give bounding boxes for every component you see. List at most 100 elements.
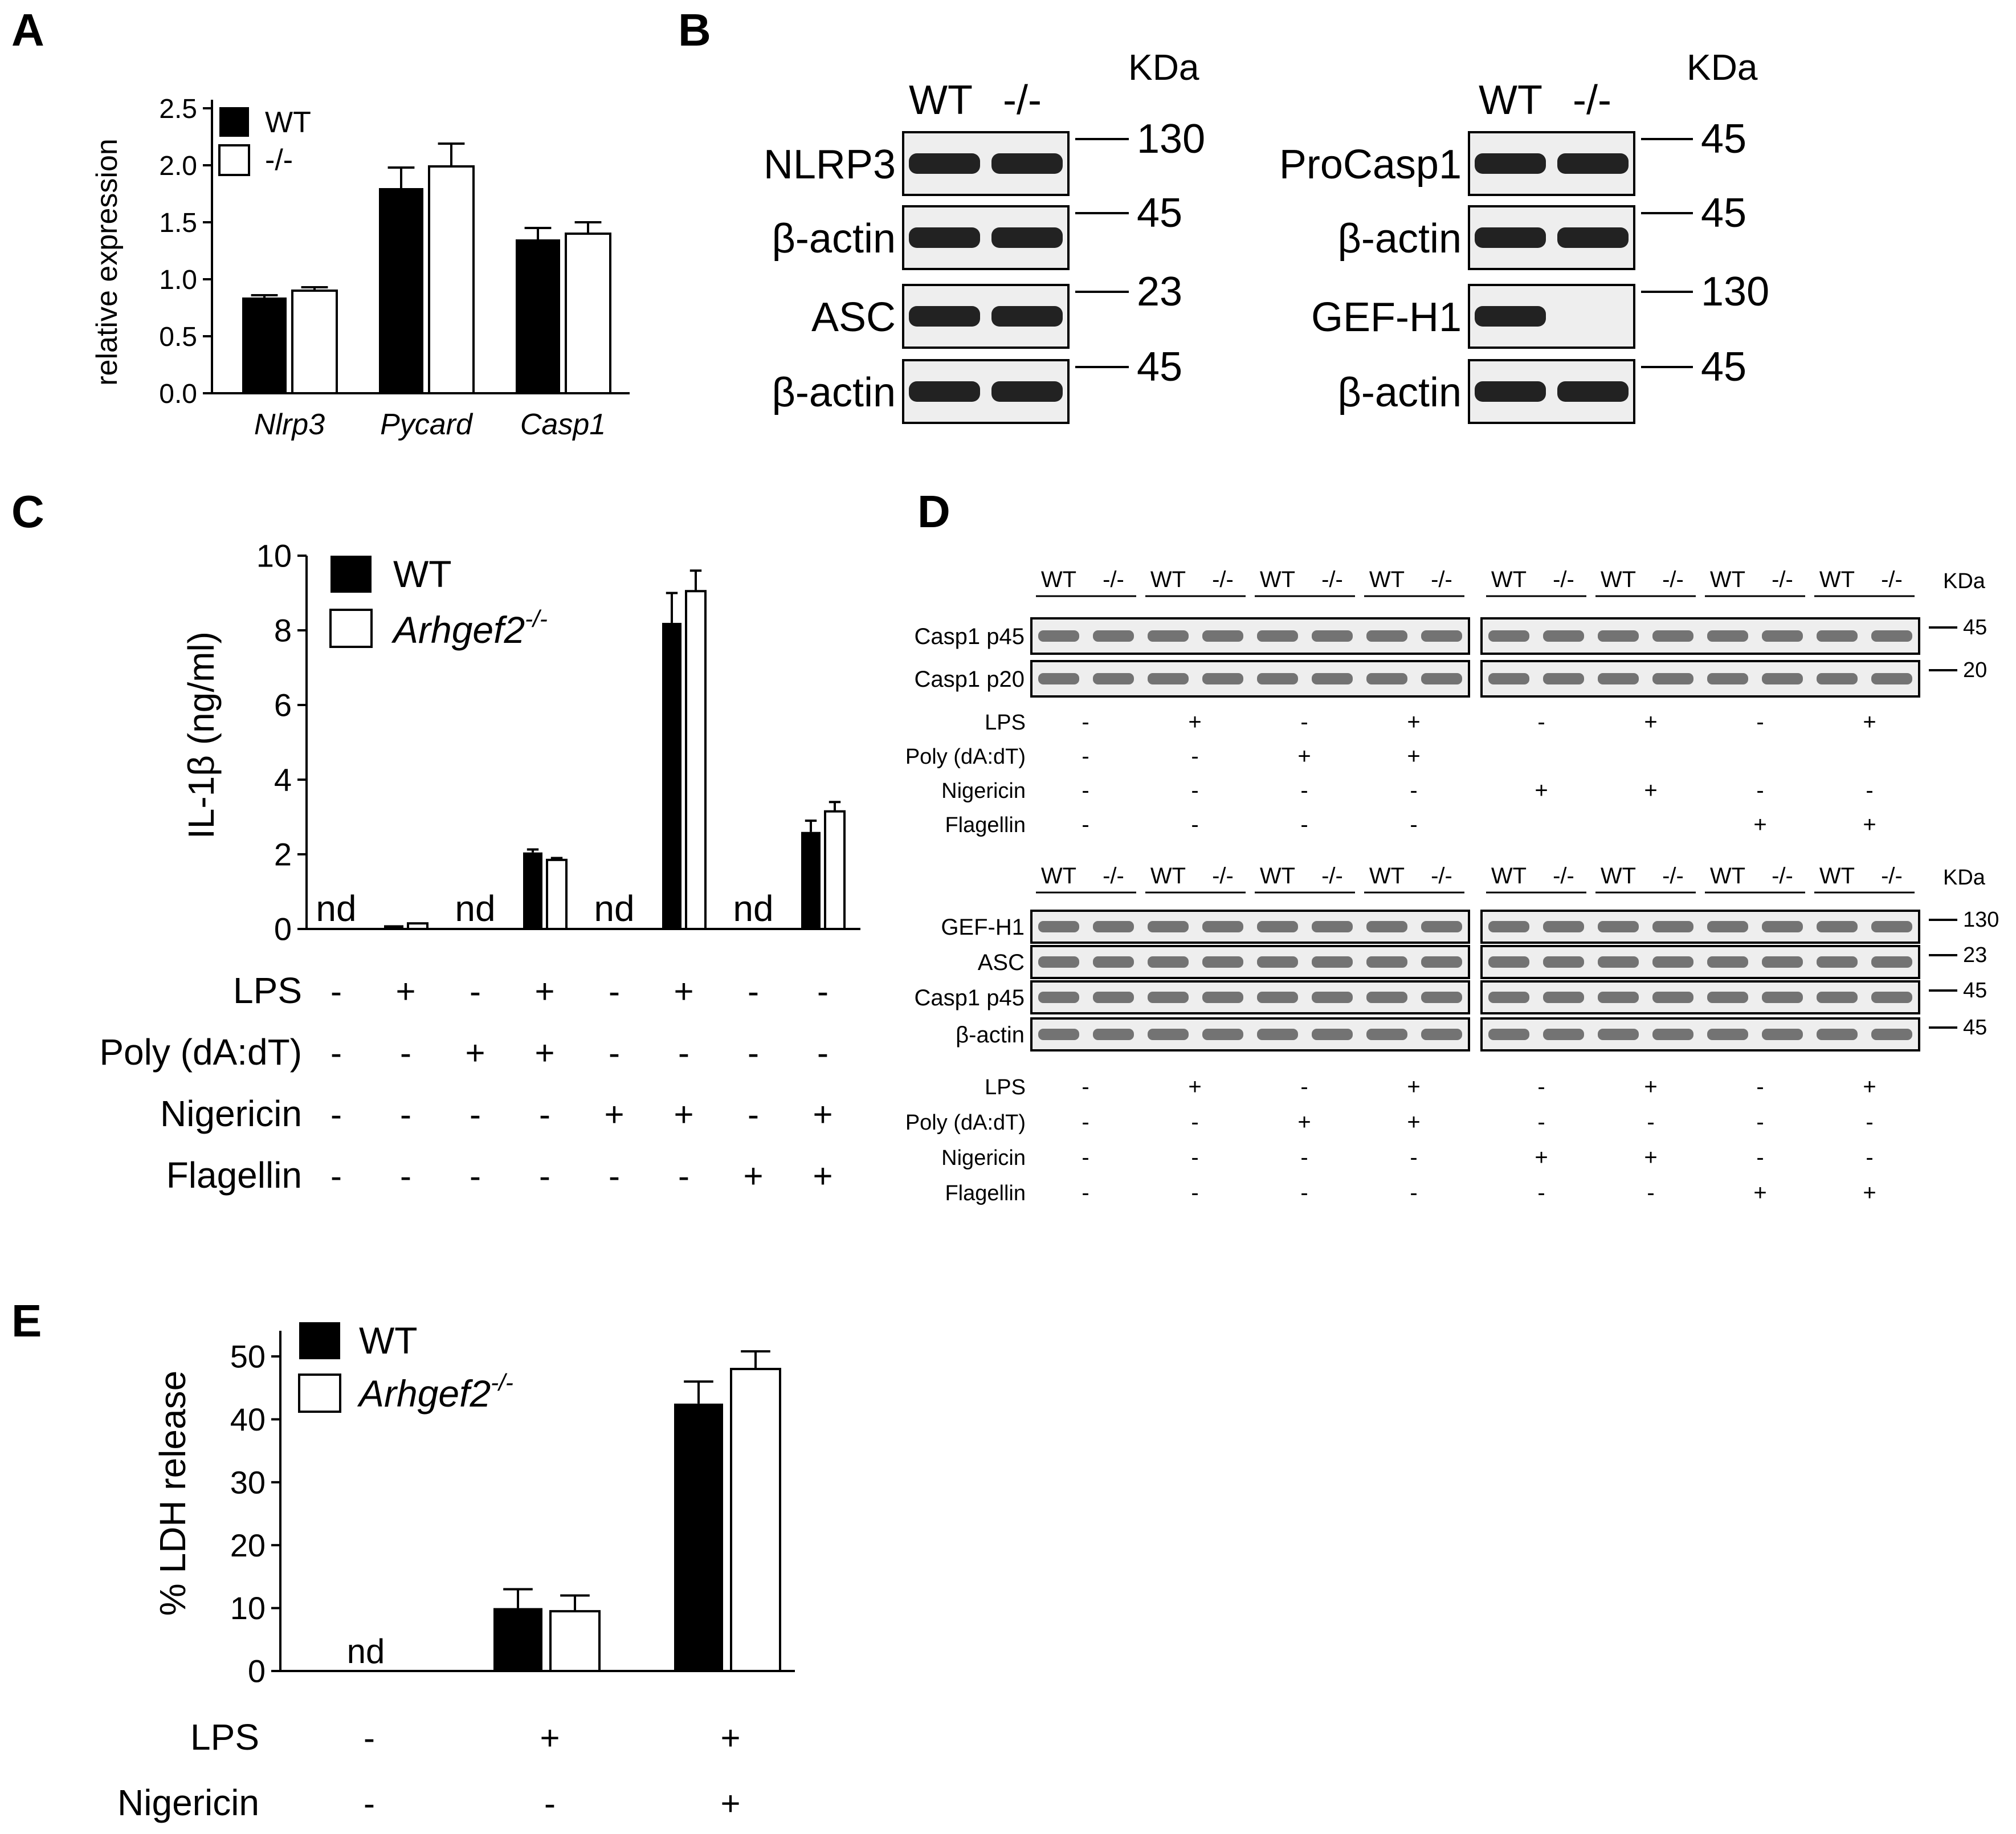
blot-d-treatment-sign: -	[1300, 1180, 1308, 1205]
blot-b-right-band	[1557, 227, 1629, 248]
blot-d-band	[1202, 673, 1243, 684]
panel-e-ytick-label: 0	[248, 1653, 266, 1689]
blot-d-band	[1148, 673, 1189, 684]
panel-a-ytick-label: 0.5	[159, 322, 197, 352]
blot-d-treatment-sign: -	[1537, 710, 1545, 735]
blot-d-lane-ko: -/-	[1772, 567, 1793, 592]
blot-d-treatment-sign: -	[1647, 1180, 1654, 1205]
panel-e-legend-ko-sup: -/-	[491, 1369, 513, 1396]
panel-b: B KDa WT -/- NLRP3 130 β-actin 45 ASC 23 β-act…	[678, 5, 1769, 424]
panel-e-ylabel: % LDH release	[152, 1371, 193, 1616]
blot-d-treatment-sign: -	[1756, 778, 1764, 803]
blot-d-band	[1543, 992, 1584, 1003]
panel-c-letter: C	[11, 486, 44, 537]
blot-d-band	[1093, 630, 1134, 642]
panel-c-treatment-sign: +	[534, 1034, 554, 1072]
blot-d-band	[1257, 630, 1298, 642]
blot-d-treatment-name: LPS	[985, 711, 1026, 735]
panel-c-ytick-label: 6	[274, 687, 292, 723]
blot-d-band	[1312, 673, 1353, 684]
panel-c-treatment-sign: +	[465, 1034, 485, 1072]
panel-c-treatment-sign: -	[470, 1157, 481, 1195]
blot-d-treatment-sign: -	[1082, 812, 1089, 837]
blot-b-left-band	[991, 153, 1063, 174]
blot-d-mw-label: 45	[1963, 616, 1987, 639]
blot-d-lane-wt: WT	[1369, 863, 1405, 889]
blot-d-treatment-sign: +	[1753, 812, 1766, 837]
blot-d-band	[1543, 673, 1584, 684]
blot-b-left-band	[909, 306, 980, 327]
blot-b-left-mw-label: 23	[1137, 269, 1182, 315]
blot-d-band	[1543, 956, 1584, 968]
blot-d-band	[1202, 921, 1243, 932]
blot-d-band	[1871, 673, 1912, 684]
blot-d-band	[1257, 956, 1298, 968]
blot-d-treatment-sign: -	[1537, 1180, 1545, 1205]
blot-d-band	[1652, 1029, 1693, 1040]
blot-d-treatment-sign: -	[1866, 1110, 1873, 1135]
panel-c-bar-ko	[824, 810, 846, 931]
blot-d-mw-label: 130	[1963, 908, 1999, 932]
blot-d-band	[1093, 673, 1134, 684]
panel-c-treatment-sign: -	[817, 1034, 829, 1072]
panel-e-letter: E	[11, 1295, 42, 1346]
blot-b-right-band	[1475, 227, 1546, 248]
blot-d-band	[1421, 992, 1462, 1003]
blot-d-treatment-sign: +	[1753, 1180, 1766, 1205]
panel-e-legend-ko: Arhgef2-/-	[357, 1369, 513, 1415]
blot-d-band	[1312, 992, 1353, 1003]
blot-d-mw-label: 45	[1963, 1016, 1987, 1040]
blot-d-band	[1421, 956, 1462, 968]
blot-d-lane-wt: WT	[1710, 567, 1745, 592]
blot-d-kda: KDa	[1943, 569, 1986, 593]
panel-a-bar-ko	[565, 233, 611, 394]
blot-b-right-row-label: β-actin	[1338, 216, 1462, 262]
panel-c-treatment-sign: -	[609, 972, 620, 1010]
panel-c-legend-ko: Arhgef2-/-	[391, 605, 548, 651]
panel-c-ylabel: IL-1β (ng/ml)	[181, 631, 222, 839]
blot-d-treatment-sign: -	[1537, 1110, 1545, 1135]
panel-c-nd-label: nd	[316, 888, 356, 929]
blot-d-band	[1652, 992, 1693, 1003]
blot-d-treatment-sign: -	[1410, 1145, 1417, 1170]
blot-d-band	[1817, 956, 1858, 968]
blot-b-right-row-label: ProCasp1	[1279, 142, 1462, 188]
blot-d-band	[1488, 992, 1529, 1003]
blot-d-band	[1598, 630, 1639, 642]
blot-d-lane-ko: -/-	[1103, 863, 1124, 889]
panel-c-treatment-sign: -	[330, 1034, 342, 1072]
blot-b-right-row-label: β-actin	[1338, 370, 1462, 415]
blot-b-right: ProCasp1 45 β-actin 45 GEF-H1 130 β-actin 45	[1279, 116, 1769, 424]
blot-d-row-label: Casp1 p45	[915, 624, 1025, 649]
blot-b-left-band	[909, 381, 980, 402]
panel-c-legend-swatch-ko	[329, 609, 373, 648]
blot-d-treatment-sign: +	[1863, 710, 1876, 735]
blot-d-treatment-sign: -	[1537, 1074, 1545, 1099]
blot-d-band	[1038, 921, 1079, 932]
blot-d-band	[1202, 1029, 1243, 1040]
panel-e-ytick-label: 20	[230, 1527, 266, 1563]
blot-d-treatment-sign: -	[1410, 812, 1417, 837]
blot-d-treatment-sign: +	[1407, 1074, 1420, 1099]
blot-d-lane-ko: -/-	[1662, 863, 1684, 889]
blot-d-treatment-sign: +	[1188, 710, 1201, 735]
blot-d-band	[1817, 673, 1858, 684]
blot-d-band	[1312, 1029, 1353, 1040]
blot-d-treatment-sign: -	[1082, 1110, 1089, 1135]
blot-d-band	[1707, 673, 1748, 684]
blot-d-treatment-sign: -	[1300, 778, 1308, 803]
panel-e-treatment-sign: +	[540, 1719, 560, 1757]
blot-d-treatment-sign: -	[1300, 710, 1308, 735]
blot-d-band	[1598, 992, 1639, 1003]
blot-d-treatment-sign: -	[1756, 1110, 1764, 1135]
panel-c-treatment-name: Poly (dA:dT)	[99, 1032, 302, 1073]
blot-d-band	[1543, 921, 1584, 932]
blot-d-band	[1038, 992, 1079, 1003]
blot-d-lane-wt: WT	[1260, 863, 1295, 889]
blot-b-right-lane-ko: -/-	[1573, 78, 1611, 123]
blot-d-treatment-sign: -	[1410, 1180, 1417, 1205]
blot-b-left-band	[909, 227, 980, 248]
panel-c-treatment-sign: -	[678, 1034, 689, 1072]
panel-e-treatment-table: LPS - + + Nigericin - - +	[117, 1717, 740, 1823]
blot-d-row-label: Casp1 p45	[915, 985, 1025, 1010]
